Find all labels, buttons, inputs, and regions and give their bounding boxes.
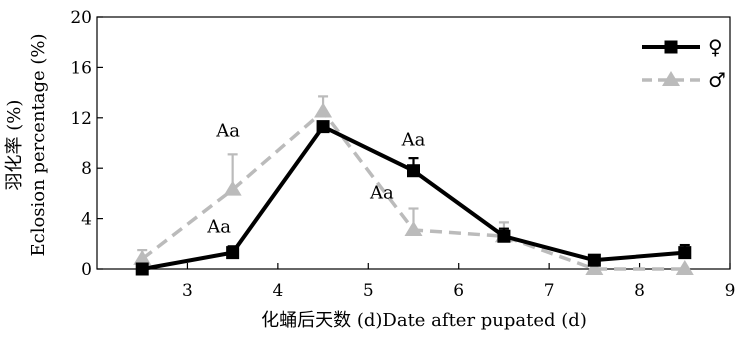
y-tick-label: 4 (81, 210, 92, 230)
data-point (587, 253, 601, 267)
x-axis-label: 化蛹后天数 (d)Date after pupated (d) (261, 310, 587, 331)
legend-label: ♂ (708, 68, 726, 92)
significance-label: Aa (215, 121, 240, 142)
data-point (226, 246, 240, 260)
data-point (678, 246, 692, 260)
data-point (585, 260, 604, 275)
x-tick-label: 4 (272, 281, 283, 301)
y-tick-label: 16 (70, 58, 92, 78)
x-tick-label: 8 (634, 281, 645, 301)
x-tick-label: 6 (453, 281, 464, 301)
series-female (135, 120, 692, 276)
data-point (675, 260, 694, 275)
annotations: Aa Aa Aa Aa (206, 121, 425, 238)
y-axis-label-chinese: 羽化率 (%) (4, 100, 25, 191)
data-point (314, 102, 333, 118)
significance-label: Aa (401, 130, 426, 151)
data-point (407, 164, 420, 178)
data-point (135, 262, 149, 276)
data-point (316, 120, 330, 134)
axes: 3 4 5 6 7 8 9 0 4 8 12 16 20 (70, 8, 735, 301)
significance-label: Aa (369, 182, 394, 203)
y-tick-label: 8 (81, 159, 92, 179)
data-point (223, 180, 242, 196)
data-point (404, 220, 423, 236)
legend-marker (664, 40, 678, 54)
y-axis-label-english: Eclosion percentage (%) (28, 33, 49, 256)
series (133, 95, 694, 276)
significance-label: Aa (206, 216, 231, 237)
legend: ♀♂ (642, 35, 726, 92)
x-tick-label: 9 (725, 281, 735, 301)
data-point (133, 249, 152, 265)
plot-frame (96, 16, 731, 270)
x-tick-label: 7 (544, 281, 555, 301)
x-tick-label: 3 (182, 281, 193, 301)
data-point (497, 229, 511, 243)
legend-label: ♀ (708, 35, 723, 59)
y-tick-label: 0 (81, 260, 92, 280)
legend-marker (662, 71, 680, 86)
y-tick-label: 12 (70, 109, 92, 129)
x-tick-label: 5 (363, 281, 374, 301)
y-tick-label: 20 (70, 8, 92, 28)
